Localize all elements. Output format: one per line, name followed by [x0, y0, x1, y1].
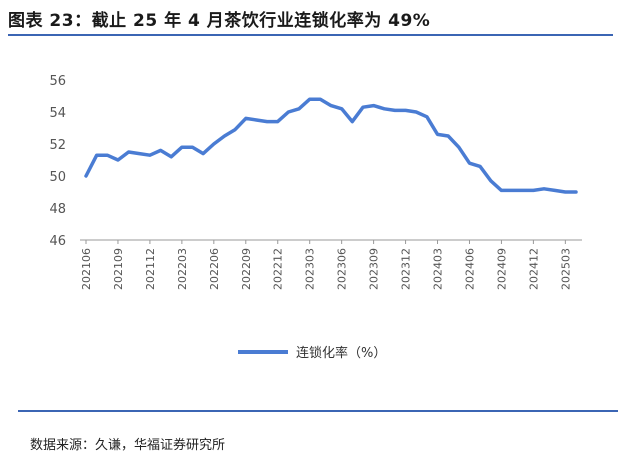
data-point — [447, 135, 450, 138]
y-tick-label: 50 — [49, 170, 66, 185]
x-tick-label: 202503 — [559, 248, 572, 290]
legend: 连锁化率（%） — [238, 345, 386, 361]
data-point — [298, 107, 301, 110]
data-point — [212, 143, 215, 146]
data-point — [532, 189, 535, 192]
data-point — [308, 98, 311, 101]
data-point — [148, 154, 151, 157]
data-point — [457, 146, 460, 149]
data-point — [543, 187, 546, 190]
x-tick-label: 202306 — [336, 248, 349, 290]
x-tick-label: 202412 — [527, 248, 540, 290]
x-tick-label: 202403 — [432, 248, 445, 290]
data-point — [287, 111, 290, 114]
y-axis-ticks: 46 48 50 52 54 56 — [49, 74, 66, 249]
data-point — [330, 104, 333, 107]
data-point — [223, 135, 226, 138]
y-tick-label: 54 — [49, 106, 66, 121]
x-tick-label: 202406 — [463, 248, 476, 290]
y-tick-label: 52 — [49, 138, 66, 153]
data-point — [276, 120, 279, 123]
x-tick-label: 202109 — [112, 248, 125, 290]
data-point — [489, 179, 492, 182]
data-point — [415, 111, 418, 114]
data-point — [116, 159, 119, 162]
data-point — [436, 133, 439, 136]
data-point — [234, 128, 237, 131]
y-tick-label: 56 — [49, 74, 66, 89]
x-axis-tickmarks — [85, 240, 566, 244]
x-tick-label: 202106 — [80, 248, 93, 290]
data-point — [266, 120, 269, 123]
data-point — [393, 109, 396, 112]
data-point — [511, 189, 514, 192]
data-point — [564, 191, 567, 194]
series-layer — [84, 97, 578, 194]
x-tick-label: 202312 — [400, 248, 413, 290]
data-point — [244, 117, 247, 120]
x-axis-ticks: 202106 202109 202112 202203 202206 202209 2022… — [80, 248, 572, 290]
x-tick-label: 202309 — [368, 248, 381, 290]
x-tick-label: 202212 — [272, 248, 285, 290]
data-point — [95, 154, 98, 157]
x-tick-label: 202303 — [304, 248, 317, 290]
data-point — [127, 151, 130, 154]
x-tick-label: 202209 — [240, 248, 253, 290]
data-point — [159, 149, 162, 152]
figure-title: 图表 23：截止 25 年 4 月茶饮行业连锁化率为 49% — [8, 11, 431, 31]
x-tick-label: 202206 — [208, 248, 221, 290]
data-point — [255, 119, 258, 122]
data-point — [468, 162, 471, 165]
data-point — [372, 104, 375, 107]
data-point — [138, 152, 141, 155]
data-point — [404, 109, 407, 112]
series-line — [84, 97, 578, 194]
data-point — [479, 165, 482, 168]
data-point — [191, 146, 194, 149]
data-point — [575, 191, 578, 194]
source-note: 数据来源：久谦，华福证券研究所 — [30, 438, 226, 453]
data-point — [202, 152, 205, 155]
data-point — [106, 154, 109, 157]
data-point — [521, 189, 524, 192]
data-point — [180, 146, 183, 149]
footer-rule — [18, 410, 618, 412]
x-tick-label: 202409 — [495, 248, 508, 290]
data-point — [500, 189, 503, 192]
legend-label: 连锁化率（%） — [296, 345, 386, 361]
data-point — [85, 175, 88, 178]
data-point — [170, 155, 173, 158]
data-point — [383, 107, 386, 110]
data-point — [319, 98, 322, 101]
y-tick-label: 48 — [49, 202, 66, 217]
data-point — [425, 115, 428, 118]
data-point — [351, 120, 354, 123]
x-tick-label: 202112 — [144, 248, 157, 290]
data-point — [361, 106, 364, 109]
data-point — [340, 107, 343, 110]
title-rule — [8, 34, 613, 36]
y-tick-label: 46 — [49, 234, 66, 249]
data-point — [553, 189, 556, 192]
x-tick-label: 202203 — [176, 248, 189, 290]
